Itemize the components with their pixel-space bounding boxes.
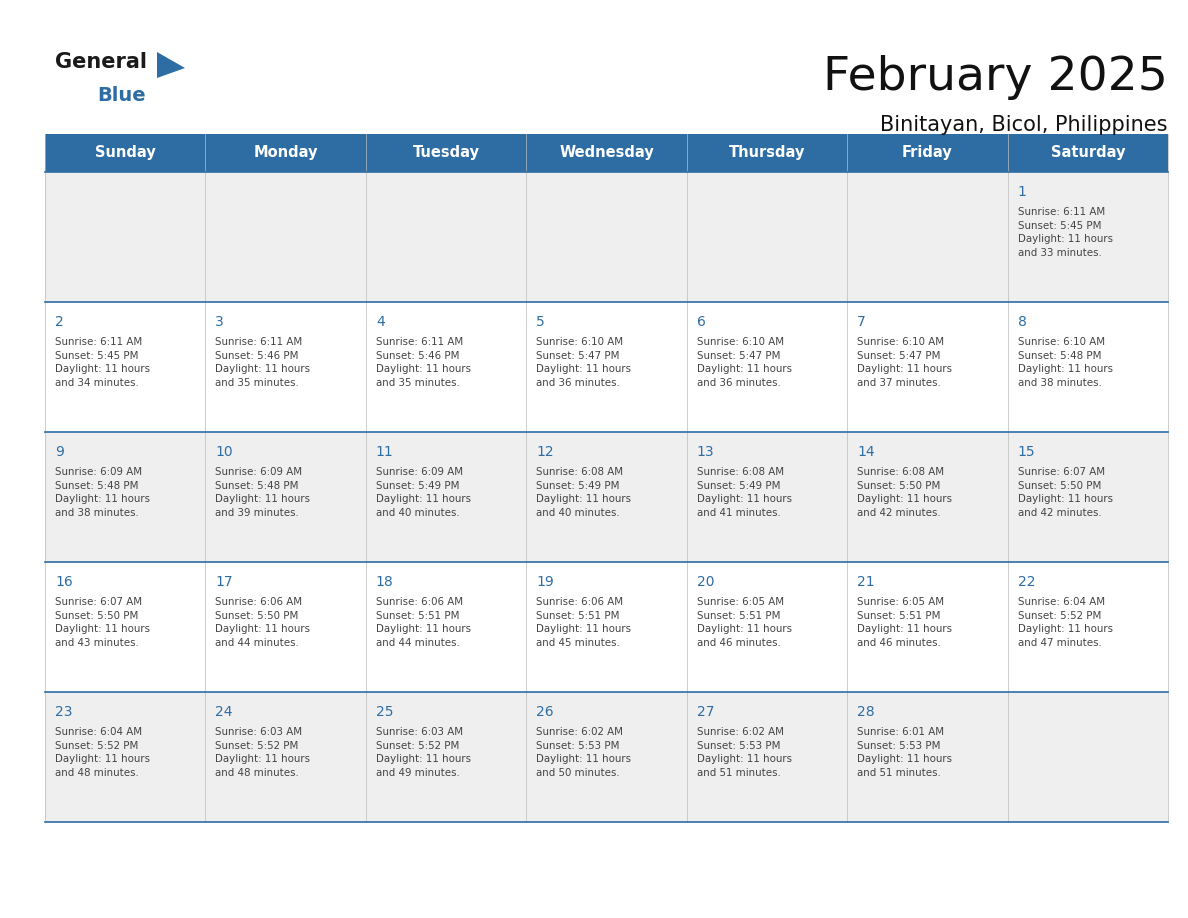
Bar: [45, 172, 1168, 302]
Text: Blue: Blue: [97, 86, 146, 105]
Text: Sunday: Sunday: [95, 145, 156, 161]
Text: 13: 13: [696, 445, 714, 459]
Text: 14: 14: [858, 445, 874, 459]
Text: Sunrise: 6:06 AM
Sunset: 5:51 PM
Daylight: 11 hours
and 44 minutes.: Sunrise: 6:06 AM Sunset: 5:51 PM Dayligh…: [375, 597, 470, 648]
Text: Sunrise: 6:10 AM
Sunset: 5:47 PM
Daylight: 11 hours
and 36 minutes.: Sunrise: 6:10 AM Sunset: 5:47 PM Dayligh…: [536, 337, 631, 387]
Text: 4: 4: [375, 315, 385, 329]
Bar: [45, 562, 1168, 692]
Text: 25: 25: [375, 705, 393, 719]
Text: Sunrise: 6:07 AM
Sunset: 5:50 PM
Daylight: 11 hours
and 42 minutes.: Sunrise: 6:07 AM Sunset: 5:50 PM Dayligh…: [1018, 467, 1113, 518]
Text: Thursday: Thursday: [728, 145, 805, 161]
Text: Sunrise: 6:05 AM
Sunset: 5:51 PM
Daylight: 11 hours
and 46 minutes.: Sunrise: 6:05 AM Sunset: 5:51 PM Dayligh…: [696, 597, 791, 648]
Text: Sunrise: 6:09 AM
Sunset: 5:49 PM
Daylight: 11 hours
and 40 minutes.: Sunrise: 6:09 AM Sunset: 5:49 PM Dayligh…: [375, 467, 470, 518]
Text: Binitayan, Bicol, Philippines: Binitayan, Bicol, Philippines: [880, 115, 1168, 135]
Text: Sunrise: 6:06 AM
Sunset: 5:51 PM
Daylight: 11 hours
and 45 minutes.: Sunrise: 6:06 AM Sunset: 5:51 PM Dayligh…: [536, 597, 631, 648]
Text: Monday: Monday: [253, 145, 318, 161]
Text: 20: 20: [696, 575, 714, 589]
Text: 28: 28: [858, 705, 874, 719]
Text: Sunrise: 6:11 AM
Sunset: 5:45 PM
Daylight: 11 hours
and 34 minutes.: Sunrise: 6:11 AM Sunset: 5:45 PM Dayligh…: [55, 337, 150, 387]
Text: 7: 7: [858, 315, 866, 329]
Text: 10: 10: [215, 445, 233, 459]
Text: Sunrise: 6:08 AM
Sunset: 5:49 PM
Daylight: 11 hours
and 40 minutes.: Sunrise: 6:08 AM Sunset: 5:49 PM Dayligh…: [536, 467, 631, 518]
Text: 11: 11: [375, 445, 393, 459]
Bar: [45, 432, 1168, 562]
Text: 24: 24: [215, 705, 233, 719]
Text: Sunrise: 6:06 AM
Sunset: 5:50 PM
Daylight: 11 hours
and 44 minutes.: Sunrise: 6:06 AM Sunset: 5:50 PM Dayligh…: [215, 597, 310, 648]
Text: 15: 15: [1018, 445, 1035, 459]
Text: 1: 1: [1018, 185, 1026, 199]
Text: Sunrise: 6:05 AM
Sunset: 5:51 PM
Daylight: 11 hours
and 46 minutes.: Sunrise: 6:05 AM Sunset: 5:51 PM Dayligh…: [858, 597, 952, 648]
Text: 2: 2: [55, 315, 64, 329]
Text: Sunrise: 6:04 AM
Sunset: 5:52 PM
Daylight: 11 hours
and 47 minutes.: Sunrise: 6:04 AM Sunset: 5:52 PM Dayligh…: [1018, 597, 1113, 648]
Text: Sunrise: 6:10 AM
Sunset: 5:47 PM
Daylight: 11 hours
and 37 minutes.: Sunrise: 6:10 AM Sunset: 5:47 PM Dayligh…: [858, 337, 952, 387]
Text: 12: 12: [536, 445, 554, 459]
Text: 26: 26: [536, 705, 554, 719]
Text: Sunrise: 6:10 AM
Sunset: 5:48 PM
Daylight: 11 hours
and 38 minutes.: Sunrise: 6:10 AM Sunset: 5:48 PM Dayligh…: [1018, 337, 1113, 387]
Text: Sunrise: 6:10 AM
Sunset: 5:47 PM
Daylight: 11 hours
and 36 minutes.: Sunrise: 6:10 AM Sunset: 5:47 PM Dayligh…: [696, 337, 791, 387]
Text: 21: 21: [858, 575, 874, 589]
Text: February 2025: February 2025: [823, 55, 1168, 100]
Text: Sunrise: 6:09 AM
Sunset: 5:48 PM
Daylight: 11 hours
and 39 minutes.: Sunrise: 6:09 AM Sunset: 5:48 PM Dayligh…: [215, 467, 310, 518]
Text: 18: 18: [375, 575, 393, 589]
Text: Tuesday: Tuesday: [412, 145, 480, 161]
Text: Sunrise: 6:08 AM
Sunset: 5:49 PM
Daylight: 11 hours
and 41 minutes.: Sunrise: 6:08 AM Sunset: 5:49 PM Dayligh…: [696, 467, 791, 518]
Bar: [45, 302, 1168, 432]
Text: Sunrise: 6:11 AM
Sunset: 5:45 PM
Daylight: 11 hours
and 33 minutes.: Sunrise: 6:11 AM Sunset: 5:45 PM Dayligh…: [1018, 207, 1113, 258]
Text: Saturday: Saturday: [1050, 145, 1125, 161]
Text: 9: 9: [55, 445, 64, 459]
Text: Sunrise: 6:02 AM
Sunset: 5:53 PM
Daylight: 11 hours
and 50 minutes.: Sunrise: 6:02 AM Sunset: 5:53 PM Dayligh…: [536, 727, 631, 778]
Text: 5: 5: [536, 315, 545, 329]
Text: 17: 17: [215, 575, 233, 589]
Text: Wednesday: Wednesday: [560, 145, 653, 161]
Text: 8: 8: [1018, 315, 1026, 329]
Text: 6: 6: [696, 315, 706, 329]
Text: Sunrise: 6:02 AM
Sunset: 5:53 PM
Daylight: 11 hours
and 51 minutes.: Sunrise: 6:02 AM Sunset: 5:53 PM Dayligh…: [696, 727, 791, 778]
Text: Sunrise: 6:07 AM
Sunset: 5:50 PM
Daylight: 11 hours
and 43 minutes.: Sunrise: 6:07 AM Sunset: 5:50 PM Dayligh…: [55, 597, 150, 648]
Text: Friday: Friday: [902, 145, 953, 161]
Bar: [45, 134, 1168, 172]
Text: 16: 16: [55, 575, 72, 589]
Text: Sunrise: 6:11 AM
Sunset: 5:46 PM
Daylight: 11 hours
and 35 minutes.: Sunrise: 6:11 AM Sunset: 5:46 PM Dayligh…: [375, 337, 470, 387]
Text: Sunrise: 6:04 AM
Sunset: 5:52 PM
Daylight: 11 hours
and 48 minutes.: Sunrise: 6:04 AM Sunset: 5:52 PM Dayligh…: [55, 727, 150, 778]
Text: 23: 23: [55, 705, 72, 719]
Text: 19: 19: [536, 575, 554, 589]
Text: 3: 3: [215, 315, 225, 329]
Bar: [45, 692, 1168, 822]
Text: 27: 27: [696, 705, 714, 719]
Text: 22: 22: [1018, 575, 1035, 589]
Text: General: General: [55, 52, 147, 72]
Text: Sunrise: 6:08 AM
Sunset: 5:50 PM
Daylight: 11 hours
and 42 minutes.: Sunrise: 6:08 AM Sunset: 5:50 PM Dayligh…: [858, 467, 952, 518]
Text: Sunrise: 6:11 AM
Sunset: 5:46 PM
Daylight: 11 hours
and 35 minutes.: Sunrise: 6:11 AM Sunset: 5:46 PM Dayligh…: [215, 337, 310, 387]
Text: Sunrise: 6:09 AM
Sunset: 5:48 PM
Daylight: 11 hours
and 38 minutes.: Sunrise: 6:09 AM Sunset: 5:48 PM Dayligh…: [55, 467, 150, 518]
Text: Sunrise: 6:03 AM
Sunset: 5:52 PM
Daylight: 11 hours
and 48 minutes.: Sunrise: 6:03 AM Sunset: 5:52 PM Dayligh…: [215, 727, 310, 778]
Polygon shape: [157, 52, 185, 78]
Text: Sunrise: 6:01 AM
Sunset: 5:53 PM
Daylight: 11 hours
and 51 minutes.: Sunrise: 6:01 AM Sunset: 5:53 PM Dayligh…: [858, 727, 952, 778]
Text: Sunrise: 6:03 AM
Sunset: 5:52 PM
Daylight: 11 hours
and 49 minutes.: Sunrise: 6:03 AM Sunset: 5:52 PM Dayligh…: [375, 727, 470, 778]
